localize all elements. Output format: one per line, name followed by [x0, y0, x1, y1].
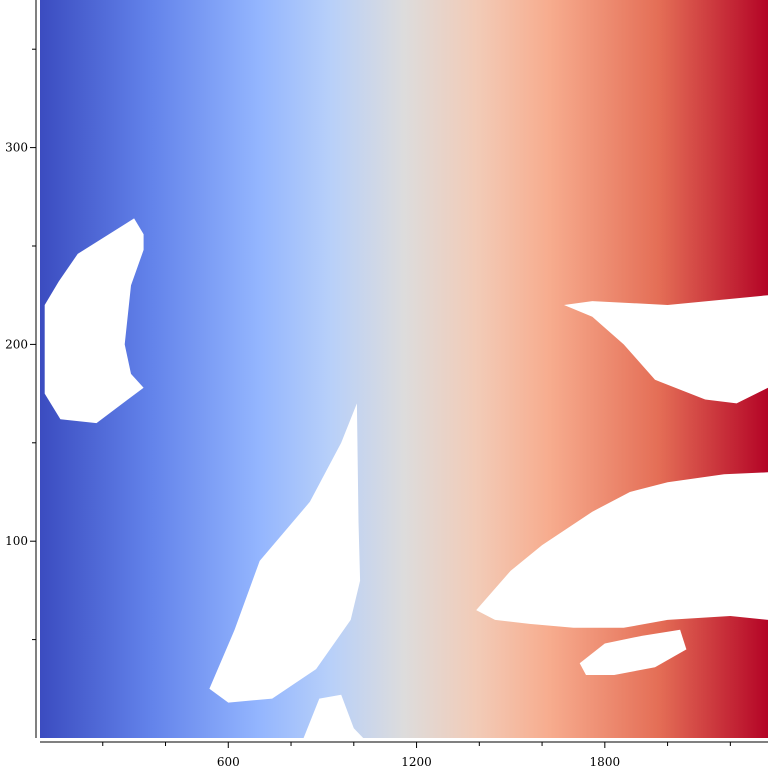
y-tick-label: 100	[5, 534, 28, 548]
x-tick-label: 1200	[401, 755, 432, 768]
x-tick-label: 600	[217, 755, 240, 768]
masked-region-center-left-blob	[209, 403, 361, 703]
y-tick-label: 200	[5, 337, 28, 351]
masked-region-right-bottom-strip	[579, 629, 687, 675]
masked-region-right-lower-blob	[476, 472, 768, 628]
x-tick-label: 1800	[590, 755, 621, 768]
masked-region-right-upper-blob	[564, 295, 768, 404]
masked-region-lower-center-blob	[303, 694, 364, 738]
masked-region-upper-left-blob	[44, 218, 144, 424]
y-tick-label: 300	[5, 141, 28, 155]
masked-regions	[44, 218, 768, 738]
axes: 600 1200 1800 100 200 300	[5, 0, 768, 768]
